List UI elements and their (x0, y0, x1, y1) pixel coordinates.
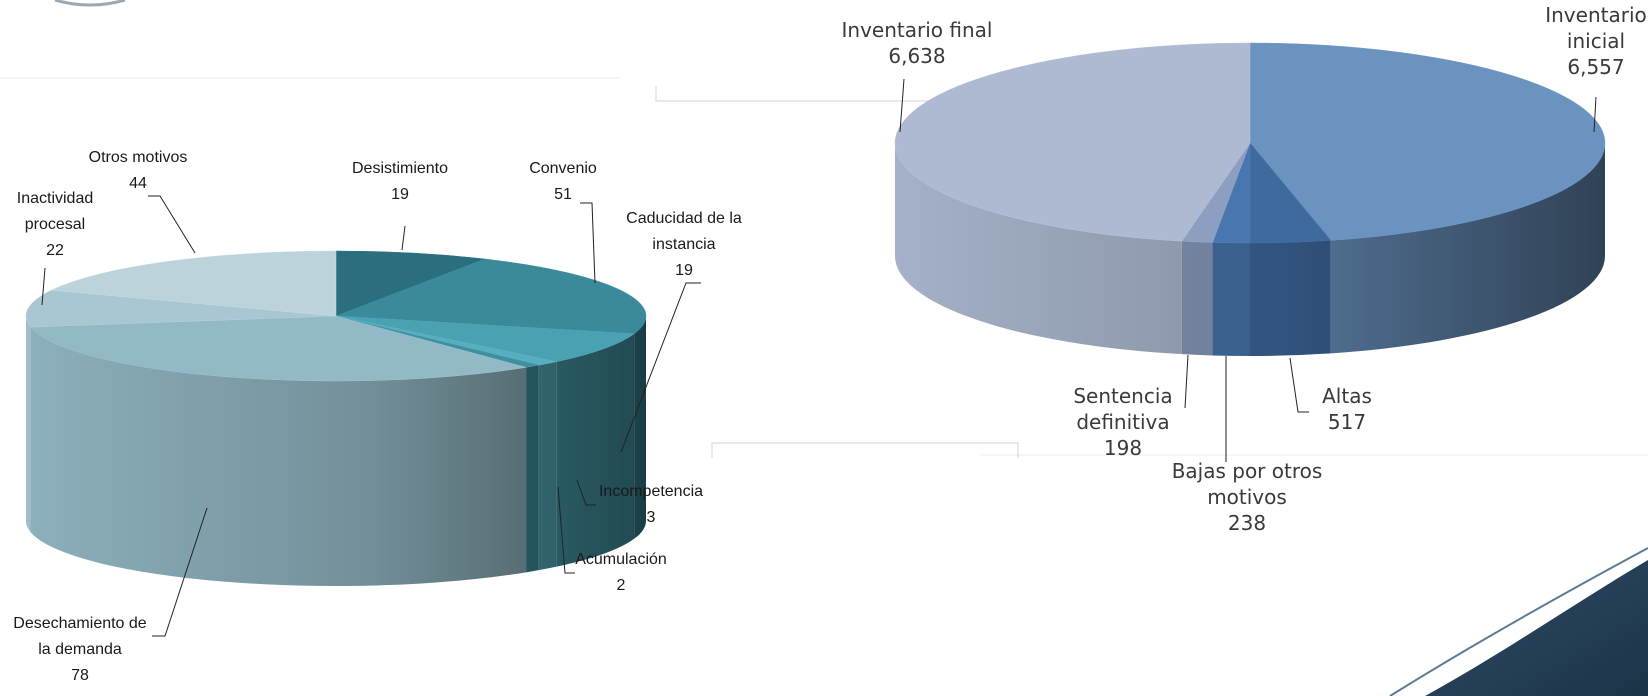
pie-sides (26, 316, 646, 586)
label-inactividad-procesal: Inactividad procesal 22 (17, 190, 94, 306)
pie-side-sentencia-definitiva (1181, 241, 1213, 356)
corner-arc (54, 0, 126, 7)
leader-line (1184, 354, 1189, 409)
label-incompetencia: Incompetencia 3 (576, 479, 703, 526)
pie-side-convenio (634, 316, 646, 539)
pie-side-altas (1250, 240, 1331, 356)
leader-line (152, 507, 208, 637)
pie-sides (895, 143, 1605, 356)
label-desistimiento: Desistimiento 19 (352, 160, 448, 251)
value-label: 2 (617, 577, 626, 594)
category-label: Otros motivos (89, 149, 188, 166)
value-label: 44 (129, 175, 147, 192)
value-label: 6,557 (1567, 55, 1624, 79)
leader-line (1593, 96, 1597, 133)
pie-side-inventario-inicial (1330, 143, 1605, 354)
category-label: Convenio (529, 160, 597, 177)
category-label: Inactividad (17, 190, 94, 207)
pie-side-incompetencia (538, 361, 557, 571)
value-label: 19 (391, 186, 409, 203)
value-label: 19 (675, 262, 693, 279)
category-label: definitiva (1076, 410, 1169, 434)
leader-line (620, 282, 701, 453)
category-label: Altas (1322, 384, 1372, 408)
leader-line (1289, 357, 1309, 413)
category-label: Desechamiento de (13, 615, 147, 632)
pie-top (25, 250, 647, 382)
category-label: Sentencia (1073, 384, 1172, 408)
slice-otros-motivos (50, 250, 337, 317)
label-convenio: Convenio 51 (529, 160, 597, 284)
label-desechamiento-de-la-demanda: Desechamiento de la demanda 78 (13, 507, 208, 684)
label-caducidad-de-la-instancia: Caducidad de la instancia 19 (620, 210, 742, 453)
slice-inventario-final (894, 42, 1251, 242)
leader-line (401, 225, 406, 251)
pie-side-inactividad-procesal (26, 316, 31, 533)
category-label: la demanda (38, 641, 122, 658)
category-label: inicial (1567, 29, 1625, 53)
data-labels: Desistimiento 19 Convenio 51 Caducidad de la… (13, 149, 742, 684)
background-swoosh (1425, 560, 1648, 696)
leader-line (576, 479, 596, 506)
category-label: procesal (25, 216, 85, 233)
category-label: Desistimiento (352, 160, 448, 177)
pie-top (894, 42, 1606, 244)
pie-side-desechamiento-de-la-demanda (30, 327, 527, 586)
value-label: 517 (1328, 410, 1366, 434)
category-label: instancia (652, 236, 715, 253)
value-label: 3 (647, 509, 656, 526)
slice-inactividad-procesal (25, 289, 337, 328)
frame-bracket (711, 442, 1019, 458)
leader-line (41, 267, 46, 306)
value-label: 6,638 (888, 44, 945, 68)
category-label: Caducidad de la (626, 210, 742, 227)
pie-side-acumulacion (526, 365, 539, 573)
pie-side-bajas-por-otros-motivos (1212, 242, 1250, 356)
pie-side-caducidad-de-la-instancia (556, 333, 635, 567)
category-label: motivos (1207, 485, 1287, 509)
value-label: 51 (554, 186, 572, 203)
slice-inventario-inicial (1249, 42, 1606, 241)
slice-desechamiento-de-la-demanda (30, 315, 527, 382)
pie-chart-conclusion-motives: Desistimiento 19 Convenio 51 Caducidad de la… (13, 149, 742, 684)
leader-line (148, 195, 196, 254)
background-swoosh-line (1389, 547, 1648, 696)
leader-line (899, 78, 905, 133)
leader-line (580, 202, 596, 284)
slice-desistimiento (335, 250, 486, 317)
label-acumulacion: Acumulación 2 (557, 486, 667, 594)
category-label: Inventario final (842, 18, 993, 42)
pie-side-inventario-final (895, 143, 1182, 355)
slice-caducidad-de-la-instancia (335, 315, 635, 362)
value-label: 238 (1228, 511, 1266, 535)
category-label: Bajas por otros (1172, 459, 1323, 483)
category-label: Acumulación (575, 551, 667, 568)
category-label: Inventario (1545, 3, 1647, 27)
value-label: 22 (46, 242, 64, 259)
label-otros-motivos: Otros motivos 44 (89, 149, 196, 254)
slice-convenio (335, 258, 647, 335)
frame-bracket (655, 86, 961, 102)
category-label: Incompetencia (599, 483, 703, 500)
value-label: 198 (1104, 436, 1142, 460)
value-label: 78 (71, 667, 89, 684)
leader-line (557, 486, 575, 574)
